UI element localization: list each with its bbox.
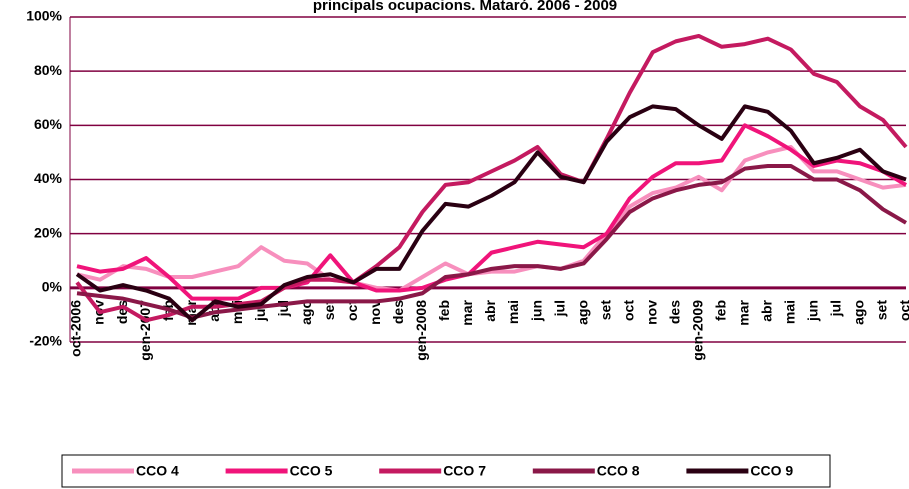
y-tick-label: -20% [29, 333, 62, 349]
x-tick-label: des [114, 300, 130, 324]
x-tick-label: jun [528, 300, 544, 322]
series-line [76, 163, 908, 320]
legend-label: CCO 7 [443, 463, 486, 479]
series-line [76, 145, 907, 293]
x-tick-label: jun [805, 300, 821, 322]
x-tick-label: mai [505, 300, 521, 324]
x-tick-label: jul [551, 300, 567, 317]
x-tick-label: jul [828, 300, 844, 317]
x-tick-label: set [597, 300, 613, 321]
x-tick-label: nov [367, 300, 383, 325]
x-tick-label: set [874, 300, 890, 321]
x-tick-label: ago [298, 300, 314, 325]
x-tick-label: des [390, 300, 406, 324]
x-tick-label: mai [782, 300, 798, 324]
legend-label: CCO 5 [290, 463, 333, 479]
x-tick-label: oct [897, 300, 909, 321]
x-tick-label: mar [459, 299, 475, 325]
x-tick-label: mar [736, 299, 752, 325]
x-tick-label: oct [344, 300, 360, 321]
x-tick-label: abr [759, 299, 775, 321]
x-tick-label: nov [643, 300, 659, 325]
x-tick-label: set [321, 300, 337, 321]
legend-label: CCO 9 [750, 463, 793, 479]
y-tick-label: 40% [34, 170, 63, 186]
legend-label: CCO 4 [136, 463, 179, 479]
y-tick-label: 80% [34, 62, 63, 78]
chart-title: principals ocupacions. Mataró. 2006 - 20… [313, 0, 617, 14]
x-tick-label: feb [436, 300, 452, 321]
x-tick-label: gen-2008 [413, 300, 429, 361]
legend-label: CCO 8 [597, 463, 640, 479]
y-tick-label: 60% [34, 116, 63, 132]
y-tick-label: 20% [34, 224, 63, 240]
x-tick-label: oct [620, 300, 636, 321]
x-tick-label: ago [851, 300, 867, 325]
series-line [76, 123, 908, 301]
series-line [75, 33, 908, 323]
x-tick-label: feb [712, 300, 728, 321]
series-line [75, 104, 907, 323]
x-tick-label: ago [574, 300, 590, 325]
x-tick-label: gen-2007 [137, 300, 153, 361]
x-tick-label: gen-2009 [689, 300, 705, 361]
x-tick-label: des [666, 300, 682, 324]
x-tick-label: abr [482, 299, 498, 321]
x-tick-label: oct-2006 [68, 300, 84, 357]
y-tick-label: 0% [42, 279, 63, 295]
y-tick-label: 100% [26, 8, 62, 24]
